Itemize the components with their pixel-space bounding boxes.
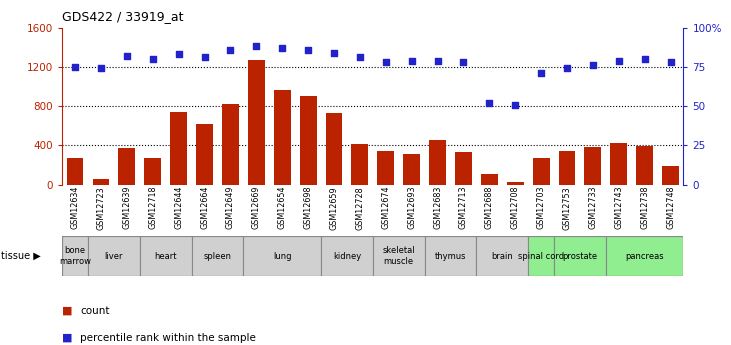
Point [121, 53, 133, 59]
Text: percentile rank within the sample: percentile rank within the sample [80, 333, 257, 343]
Point [173, 51, 184, 57]
Text: bone
marrow: bone marrow [59, 246, 91, 266]
Point [510, 102, 521, 107]
Bar [554, 236, 606, 276]
Point [224, 47, 236, 52]
Point [406, 58, 417, 63]
Point [432, 58, 444, 63]
Bar [144, 158, 161, 185]
Bar [610, 144, 627, 185]
Point [458, 59, 469, 65]
Text: kidney: kidney [333, 252, 361, 261]
Text: skeletal
muscle: skeletal muscle [382, 246, 415, 266]
Text: spleen: spleen [203, 252, 232, 261]
Bar [533, 158, 550, 185]
Bar [88, 236, 140, 276]
Point [561, 66, 573, 71]
Text: lung: lung [273, 252, 292, 261]
Text: ■: ■ [62, 333, 72, 343]
Bar [67, 158, 83, 185]
Bar [528, 236, 554, 276]
Point [354, 55, 366, 60]
Text: thymus: thymus [435, 252, 466, 261]
Bar [404, 154, 420, 185]
Text: heart: heart [154, 252, 177, 261]
Text: GDS422 / 33919_at: GDS422 / 33919_at [62, 10, 183, 23]
Bar [377, 151, 394, 185]
Text: spinal cord: spinal cord [518, 252, 564, 261]
Bar [222, 104, 239, 185]
Bar [93, 179, 110, 185]
Bar [192, 236, 243, 276]
Text: tissue ▶: tissue ▶ [1, 251, 40, 261]
Point [613, 58, 624, 63]
Point [483, 100, 495, 106]
Bar [118, 148, 135, 185]
Point [69, 64, 81, 70]
Bar [585, 147, 602, 185]
Point [328, 50, 340, 56]
Bar [321, 236, 373, 276]
Bar [477, 236, 528, 276]
Point [535, 70, 547, 76]
Bar [636, 146, 653, 185]
Bar [662, 166, 679, 185]
Bar [606, 236, 683, 276]
Point [199, 55, 211, 60]
Bar [196, 124, 213, 185]
Bar [248, 60, 265, 185]
Bar [274, 90, 291, 185]
Bar [243, 236, 321, 276]
Point [639, 56, 651, 62]
Text: pancreas: pancreas [625, 252, 664, 261]
Text: count: count [80, 306, 110, 315]
Bar [170, 112, 187, 185]
Point [251, 44, 262, 49]
Bar [558, 151, 575, 185]
Bar [507, 181, 523, 185]
Bar [352, 144, 368, 185]
Bar [325, 113, 342, 185]
Bar [62, 236, 88, 276]
Text: prostate: prostate [562, 252, 597, 261]
Point [276, 45, 288, 51]
Point [587, 62, 599, 68]
Point [95, 66, 107, 71]
Bar [140, 236, 192, 276]
Bar [425, 236, 477, 276]
Text: liver: liver [105, 252, 123, 261]
Bar [455, 152, 471, 185]
Point [664, 59, 676, 65]
Text: ■: ■ [62, 306, 72, 315]
Bar [429, 140, 446, 185]
Text: brain: brain [491, 252, 513, 261]
Bar [373, 236, 425, 276]
Point [302, 47, 314, 52]
Bar [481, 174, 498, 185]
Bar [300, 96, 317, 185]
Point [380, 59, 392, 65]
Point [147, 56, 159, 62]
